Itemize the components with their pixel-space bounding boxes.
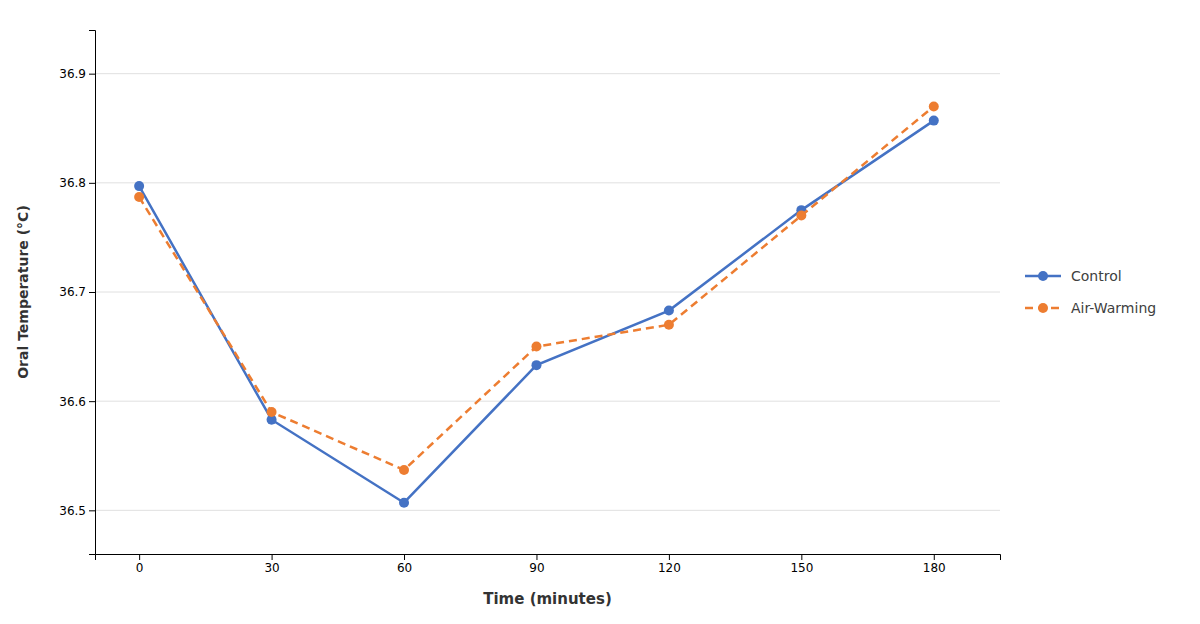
grid-line	[95, 73, 1000, 74]
line	[139, 106, 934, 470]
legend-label: Control	[1071, 268, 1122, 284]
grid	[95, 74, 1000, 511]
grid-line	[95, 182, 1000, 183]
tick-mark	[89, 183, 95, 184]
point	[664, 306, 674, 316]
tick: 36.9	[59, 67, 95, 81]
point	[134, 181, 144, 191]
tick-mark	[272, 554, 273, 560]
legend-item: Control	[1025, 268, 1122, 284]
point	[399, 498, 409, 508]
tick-label: 36.8	[59, 176, 86, 190]
tick-mark	[801, 554, 802, 560]
tick-mark	[89, 74, 95, 75]
legend-label: Air-Warming	[1071, 300, 1156, 316]
tick-label: 60	[397, 561, 412, 575]
point	[929, 116, 939, 126]
tick: 36.6	[59, 395, 95, 409]
tick-mark	[89, 401, 95, 402]
tick-label: 90	[529, 561, 544, 575]
tick-mark	[139, 554, 140, 560]
legend-item: Air-Warming	[1025, 300, 1156, 316]
series	[134, 116, 939, 508]
legend-marker	[1038, 303, 1048, 313]
axis-line	[89, 31, 96, 555]
tick: 150	[790, 554, 813, 575]
tick-mark	[89, 510, 95, 511]
point	[531, 360, 541, 370]
tick-mark	[536, 554, 537, 560]
point	[134, 192, 144, 202]
tick: 36.8	[59, 176, 95, 190]
tick-label: 150	[790, 561, 813, 575]
line	[139, 121, 934, 503]
y-axis: 36.5 36.6 36.7 36.8 36.9	[59, 31, 95, 555]
grid-line	[95, 401, 1000, 402]
legend-marker	[1038, 271, 1048, 281]
x-axis: 0 30 60 90 120 150 180	[96, 554, 1001, 575]
tick-label: 30	[264, 561, 279, 575]
point	[796, 211, 806, 221]
series	[134, 101, 939, 475]
point	[664, 320, 674, 330]
marks	[134, 101, 939, 507]
tick-mark	[934, 554, 935, 560]
plot: 0 30 60 90 120 150 180 36.5 36.6 36.7 36.8 36.9	[59, 31, 1000, 575]
tick-mark	[89, 292, 95, 293]
tick-label: 36.5	[59, 504, 86, 518]
point	[929, 101, 939, 111]
x-axis-title: Time (minutes)	[483, 590, 612, 608]
point	[531, 342, 541, 352]
tick: 30	[264, 554, 279, 575]
tick-label: 36.6	[59, 395, 86, 409]
tick-label: 180	[923, 561, 946, 575]
tick: 60	[397, 554, 412, 575]
tick: 0	[136, 554, 144, 575]
legend: Control Air-Warming	[1025, 268, 1156, 316]
y-axis-title: Oral Temperature (°C)	[15, 205, 31, 379]
tick-label: 36.7	[59, 285, 86, 299]
tick: 180	[923, 554, 946, 575]
tick-label: 120	[658, 561, 681, 575]
grid-line	[95, 292, 1000, 293]
grid-line	[95, 510, 1000, 511]
axis-line	[96, 555, 1001, 561]
point	[267, 407, 277, 417]
tick: 120	[658, 554, 681, 575]
tick-mark	[669, 554, 670, 560]
tick-label: 0	[136, 561, 144, 575]
chart: 0 30 60 90 120 150 180 36.5 36.6 36.7 36.8 36.9 Time…	[0, 0, 1200, 624]
tick: 36.7	[59, 285, 95, 299]
tick-label: 36.9	[59, 67, 86, 81]
tick: 90	[529, 554, 544, 575]
point	[399, 465, 409, 475]
tick-mark	[404, 554, 405, 560]
tick: 36.5	[59, 504, 95, 518]
